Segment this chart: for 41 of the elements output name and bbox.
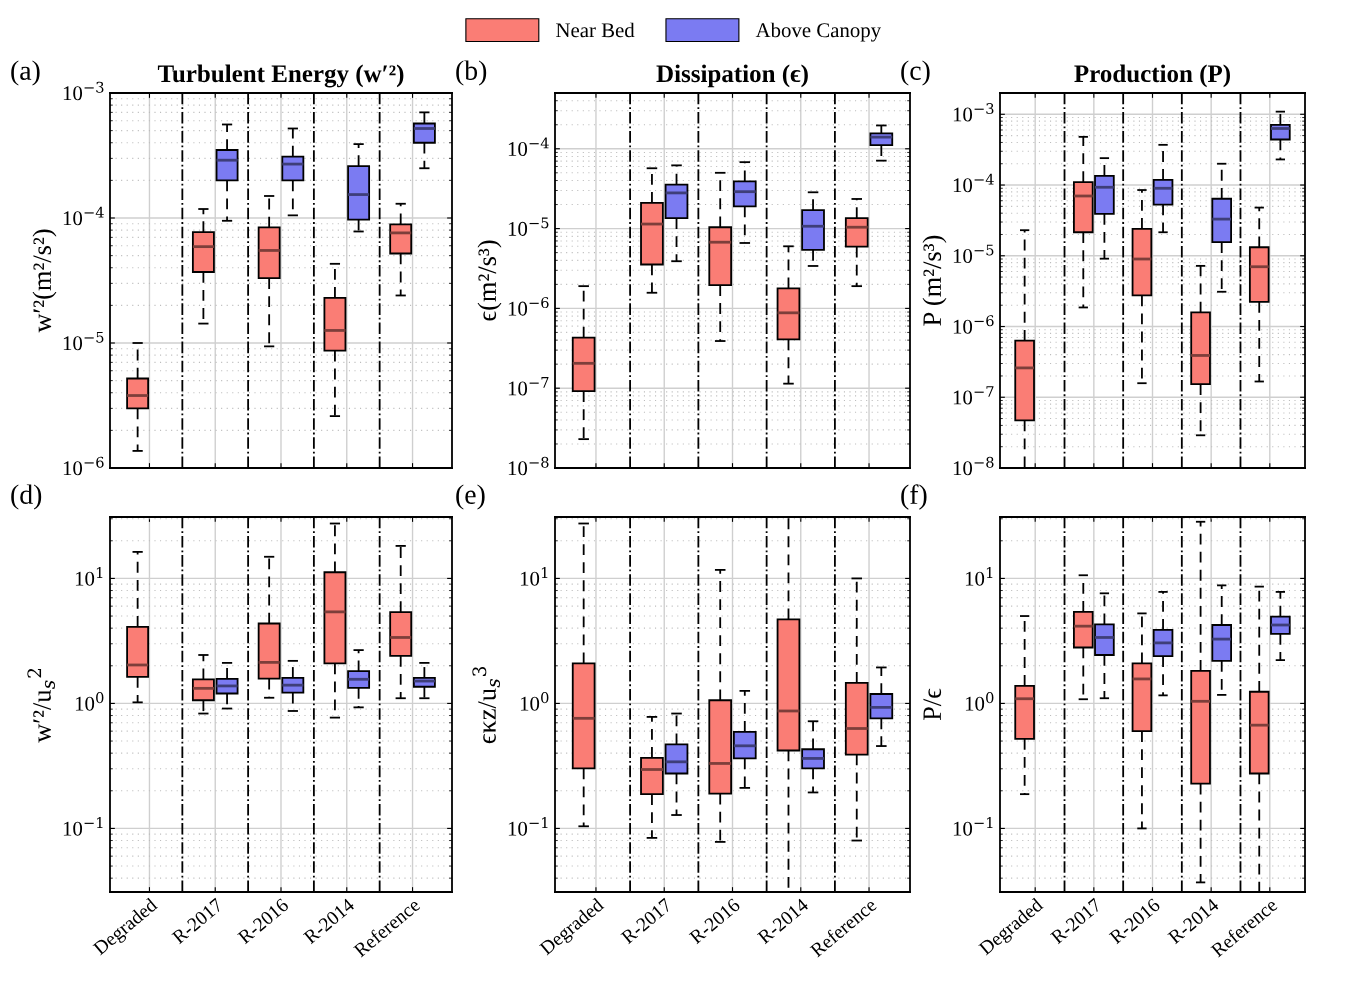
- text: (a): [11, 60, 40, 86]
- y-axis-title: P (m²/s³): [922, 235, 947, 326]
- y-axis-title: ϵ(m²/s³): [477, 240, 502, 321]
- y-tick-label: 10$^{1}$: [75, 567, 103, 586]
- y-tick-label: 10$^{−3}$: [63, 81, 104, 101]
- y-tick-label: 10$^{−1}$: [953, 817, 993, 836]
- y-tick-label: 10$^{−6}$: [508, 297, 549, 316]
- y-axis-title: ϵκz/u$_{s}$$^{3}$: [472, 666, 501, 744]
- y-tick-label: 10$^{−5}$: [508, 217, 549, 236]
- y-tick-label: 10$^{−5}$: [63, 331, 104, 351]
- y-axis-title: w′²(m²/s²): [32, 229, 57, 333]
- y-tick-label: 10$^{1}$: [965, 567, 993, 586]
- y-axis-title: P/ϵ: [923, 688, 942, 721]
- legend-label: Near Bed: [556, 22, 635, 38]
- y-tick-label: 10$^{−1}$: [508, 817, 548, 836]
- y-tick-label: 10$^{−1}$: [63, 817, 103, 836]
- chart-title: Production (P): [1074, 64, 1230, 88]
- text: (e): [456, 484, 485, 510]
- y-tick-label: 10$^{−5}$: [953, 244, 994, 264]
- y-tick-label: 10$^{−4}$: [953, 173, 994, 193]
- y-tick-label: 10$^{−7}$: [953, 386, 994, 405]
- y-tick-label: 10$^{−6}$: [953, 315, 994, 334]
- y-tick-label: 10$^{−4}$: [63, 206, 104, 226]
- y-tick-label: 10$^{0}$: [965, 692, 994, 711]
- text: (f): [901, 484, 927, 510]
- y-tick-label: 10$^{−6}$: [63, 456, 104, 476]
- y-tick-label: 10$^{−4}$: [508, 137, 549, 157]
- y-tick-label: 10$^{−8}$: [508, 456, 549, 476]
- chart-title: Dissipation (ϵ): [656, 64, 808, 88]
- y-tick-label: 10$^{−8}$: [953, 456, 994, 476]
- text: (c): [901, 60, 930, 86]
- y-axis-title: w′²/u$_{s}$$^{2}$: [27, 668, 56, 743]
- text: (b): [456, 60, 487, 86]
- legend-label: Above Canopy: [755, 22, 882, 42]
- y-tick-label: 10$^{0}$: [75, 692, 104, 711]
- chart-title: Turbulent Energy (w′²): [157, 64, 404, 88]
- y-tick-label: 10$^{−7}$: [508, 377, 549, 396]
- y-tick-label: 10$^{−3}$: [953, 102, 994, 122]
- text: (d): [11, 484, 42, 510]
- y-tick-label: 10$^{0}$: [520, 692, 549, 711]
- y-tick-label: 10$^{1}$: [520, 567, 548, 586]
